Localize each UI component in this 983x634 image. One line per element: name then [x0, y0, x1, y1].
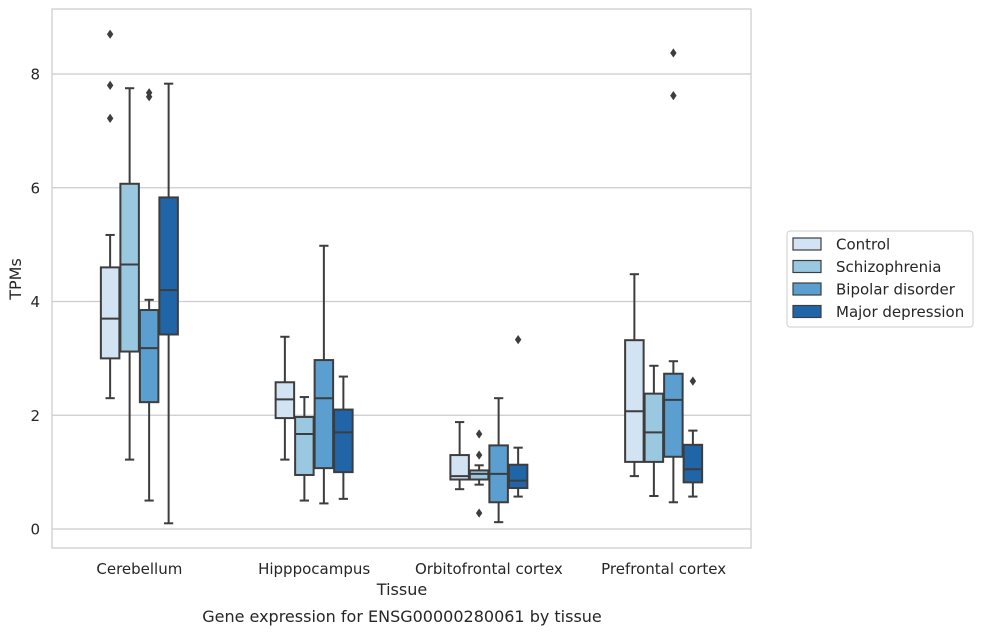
- box-body: [119, 182, 140, 353]
- y-tick-label: 8: [30, 66, 40, 84]
- y-tick-label: 4: [30, 293, 40, 311]
- x-tick-labels: Cerebellum Hipppocampus Orbitofrontal cort…: [96, 560, 726, 578]
- box-body: [682, 443, 704, 484]
- plot-frame: [51, 8, 752, 549]
- outlier-point: [106, 29, 114, 39]
- plot-background: [52, 9, 751, 548]
- outlier-point: [106, 80, 114, 90]
- box-major-depression: [333, 375, 354, 500]
- box-major-depression: [158, 82, 179, 525]
- legend-swatch: [792, 259, 822, 274]
- outlier-point: [689, 376, 697, 386]
- box-body: [624, 339, 645, 463]
- y-tick-label: 0: [30, 521, 40, 539]
- outlier-point: [514, 335, 522, 345]
- outlier-point: [670, 48, 677, 58]
- legend-swatch: [792, 282, 822, 296]
- legend-label: Schizophrenia: [836, 258, 941, 276]
- box-major-depression: [682, 376, 704, 498]
- box-schizophrenia: [119, 87, 140, 461]
- boxes-layer: [99, 29, 704, 525]
- outlier-point: [475, 450, 483, 460]
- box-body: [313, 359, 335, 470]
- box-bipolar-disorder: [663, 48, 684, 504]
- box-body: [158, 196, 179, 336]
- box-bipolar-disorder: [138, 88, 160, 502]
- legend-swatch: [792, 304, 822, 319]
- outlier-point: [106, 113, 114, 123]
- y-tick-label: 2: [30, 407, 40, 425]
- outlier-point: [475, 429, 483, 439]
- box-body: [333, 408, 354, 474]
- box-control: [449, 421, 470, 491]
- legend-frame: [786, 230, 974, 328]
- outlier-point: [670, 91, 677, 101]
- x-tick-label: Prefrontal cortex: [601, 560, 726, 578]
- box-body: [294, 415, 315, 476]
- x-tick-label: Hipppocampus: [258, 560, 370, 578]
- x-tick-label: Cerebellum: [96, 560, 182, 578]
- box-body: [449, 454, 470, 481]
- legend-label: Control: [836, 236, 890, 254]
- y-axis-title: TPMs: [6, 258, 25, 301]
- legend-swatch: [792, 237, 822, 251]
- x-axis-title: Tissue: [376, 580, 427, 599]
- legend-label: Bipolar disorder: [836, 281, 956, 299]
- x-tick-label: Orbitofrontal cortex: [415, 560, 563, 578]
- box-bipolar-disorder: [488, 397, 509, 524]
- box-body: [507, 463, 529, 490]
- box-body: [643, 392, 665, 463]
- box-control: [274, 335, 296, 461]
- box-schizophrenia: [468, 429, 490, 518]
- box-body: [468, 469, 490, 481]
- legend-label: Major depression: [836, 303, 964, 321]
- chart-caption: Gene expression for ENSG00000280061 by t…: [202, 607, 602, 626]
- box-body: [99, 266, 121, 360]
- outlier-point: [145, 88, 153, 98]
- box-body: [138, 309, 160, 404]
- y-tick-labels: 0 2 4 6 8: [30, 66, 40, 539]
- outlier-point: [475, 508, 483, 518]
- box-major-depression: [507, 335, 529, 498]
- y-tick-label: 6: [30, 179, 40, 197]
- legend: Control Schizophrenia Bipolar disorder Majo…: [786, 230, 974, 328]
- box-body: [663, 372, 684, 458]
